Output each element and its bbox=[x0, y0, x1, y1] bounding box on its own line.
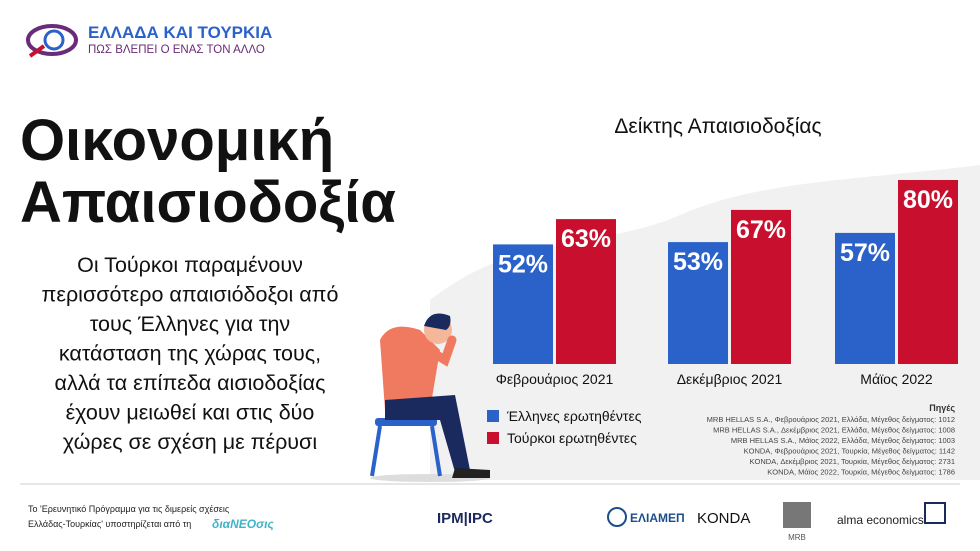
partner-logo: IPM|IPC bbox=[437, 510, 493, 527]
logo-title: ΕΛΛΑΔΑ ΚΑΙ ΤΟΥΡΚΙΑ bbox=[88, 23, 272, 42]
intro-line: κατάσταση της χώρας τους, bbox=[59, 342, 321, 366]
partner-icon bbox=[924, 502, 946, 524]
source-line: KONDA, Φεβρουάριος 2021, Τουρκία, Μέγεθο… bbox=[744, 447, 955, 456]
source-line: KONDA, Δεκέμβριος 2021, Τουρκία, Μέγεθος… bbox=[750, 457, 955, 466]
sources: Πηγές MRB HELLAS S.A., Φεβρουάριος 2021, … bbox=[707, 403, 956, 477]
sources-title: Πηγές bbox=[929, 403, 955, 413]
intro-line: χώρες σε σχέση με πέρυσι bbox=[63, 430, 317, 454]
bar bbox=[493, 244, 553, 364]
value-label: 63% bbox=[561, 225, 611, 253]
bar bbox=[835, 232, 895, 364]
logo-subtitle: ΠΩΣ ΒΛΕΠΕΙ Ο ΕΝΑΣ ΤΟΝ ΑΛΛΟ bbox=[88, 44, 265, 56]
value-label: 52% bbox=[498, 250, 548, 278]
person-illustration bbox=[370, 313, 490, 482]
x-tick-label: Δεκέμβριος 2021 bbox=[677, 371, 783, 387]
intro: Οι Τούρκοι παραμένουν περισσότερο απαισιό… bbox=[42, 253, 339, 454]
source-line: MRB HELLAS S.A., Μάϊος 2022, Ελλάδα, Μέγ… bbox=[731, 436, 955, 445]
intro-line: περισσότερο απαισιόδοξοι από bbox=[42, 283, 339, 307]
value-label: 67% bbox=[736, 216, 786, 244]
value-label: 80% bbox=[903, 186, 953, 214]
partner-icon bbox=[607, 507, 627, 527]
partner-logo: KONDA bbox=[697, 510, 750, 527]
bar bbox=[668, 242, 728, 364]
logo: ΕΛΛΑΔΑ ΚΑΙ ΤΟΥΡΚΙΑ ΠΩΣ ΒΛΕΠΕΙ Ο ΕΝΑΣ ΤΟΝ… bbox=[26, 23, 272, 58]
x-tick-label: Μάϊος 2022 bbox=[860, 371, 933, 387]
bar bbox=[731, 209, 791, 364]
bar bbox=[556, 219, 616, 364]
legend-label: Έλληνες ερωτηθέντες bbox=[506, 408, 642, 424]
partner-logo: alma economics bbox=[837, 513, 924, 527]
partner-icon bbox=[783, 502, 811, 528]
x-tick-label: Φεβρουάριος 2021 bbox=[496, 371, 614, 387]
intro-line: τους Έλληνες για την bbox=[90, 312, 290, 336]
chart-title: Δείκτης Απαισιοδοξίας bbox=[614, 115, 821, 138]
source-line: MRB HELLAS S.A., Δεκέμβριος 2021, Ελλάδα… bbox=[713, 426, 955, 435]
intro-line: έχουν μειωθεί και στις δύο bbox=[66, 401, 315, 425]
partner-logo: ΕΛΙΑΜΕΠ bbox=[630, 511, 685, 525]
value-label: 57% bbox=[840, 239, 890, 267]
source-line: KONDA, Μάϊος 2022, Τουρκία, Μέγεθος δείγ… bbox=[767, 468, 955, 477]
legend-label: Τούρκοι ερωτηθέντες bbox=[507, 430, 637, 446]
footer-note: Ελλάδας-Τουρκίας' υποστηρίζεται από τη bbox=[28, 519, 191, 529]
intro-line: Οι Τούρκοι παραμένουν bbox=[77, 253, 303, 277]
legend-swatch bbox=[487, 432, 499, 444]
chart: 52% 63% Φεβρουάριος 2021 53% 67% Δεκέμβριος 2… bbox=[493, 180, 958, 387]
legend: Έλληνες ερωτηθέντες Τούρκοι ερωτηθέντες bbox=[487, 408, 642, 446]
headline: Απαισιοδοξία bbox=[20, 170, 396, 235]
headline: Οικονομική bbox=[20, 108, 334, 173]
partner-logo: MRB bbox=[788, 533, 806, 542]
sponsor-logo: διαNEOσις bbox=[212, 517, 274, 531]
intro-line: αλλά τα επίπεδα αισιοδοξίας bbox=[55, 371, 326, 395]
legend-swatch bbox=[487, 410, 499, 422]
footer-note: Το 'Ερευνητικό Πρόγραμμα για τις διμερεί… bbox=[28, 504, 230, 514]
value-label: 53% bbox=[673, 248, 723, 276]
bar bbox=[898, 180, 958, 364]
source-line: MRB HELLAS S.A., Φεβρουάριος 2021, Ελλάδ… bbox=[707, 415, 955, 424]
